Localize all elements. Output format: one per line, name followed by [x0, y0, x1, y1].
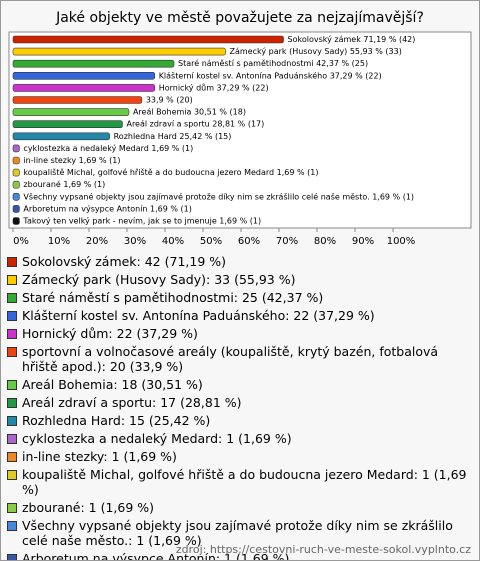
legend-item: Staré náměstí s pamětihodnostmi: 25 (42,…: [7, 290, 469, 305]
bar: [12, 120, 123, 128]
bar: [12, 72, 156, 80]
legend-label: in-line stezky: 1 (1,69 %): [22, 449, 177, 464]
legend-label: Areál zdraví a sportu: 17 (28,81 %): [22, 395, 242, 410]
legend-swatch: [7, 257, 17, 267]
legend-item: Arboretum na výsypce Antonín: 1 (1,69 %): [7, 551, 469, 561]
bar: [12, 156, 20, 165]
legend-swatch: [7, 503, 17, 513]
chart: Jaké objekty ve městě považujete za nejz…: [8, 10, 472, 247]
legend-label: Areál Bohemia: 18 (30,51 %): [22, 377, 203, 392]
bar: [12, 59, 175, 68]
legend-label: Rozhledna Hard: 15 (25,42 %): [22, 413, 211, 428]
value-label: Staré náměstí s pamětihodnostmi 42,37 % …: [178, 58, 368, 68]
legend-item: koupaliště Michal, golfové hřiště a do b…: [7, 467, 469, 497]
bar: [12, 217, 20, 225]
bar: [12, 96, 143, 104]
bar: [12, 144, 20, 153]
x-tick-label: 50%: [200, 236, 222, 247]
legend-swatch: [7, 311, 17, 321]
legend-item: Zámecký park (Husovy Sady): 33 (55,93 %): [7, 272, 469, 287]
x-tick-label: 100%: [387, 236, 416, 247]
bar: [12, 108, 130, 116]
value-label: Hornický dům 37,29 % (22): [159, 82, 269, 92]
value-label: Všechny vypsané objekty jsou zajímavé pr…: [23, 191, 414, 201]
legend-item: Rozhledna Hard: 15 (25,42 %): [7, 413, 469, 428]
x-tick-label: 80%: [314, 236, 336, 247]
legend-label: Zámecký park (Husovy Sady): 33 (55,93 %): [22, 272, 296, 287]
legend-swatch: [7, 380, 17, 390]
legend-swatch: [7, 275, 17, 285]
legend-item: Sokolovský zámek: 42 (71,19 %): [7, 254, 469, 269]
legend-item: in-line stezky: 1 (1,69 %): [7, 449, 469, 464]
bar: [12, 205, 20, 213]
chart-title: Jaké objekty ve městě považujete za nejz…: [55, 10, 424, 26]
value-label: zbourané 1,69 % (1): [23, 179, 105, 189]
legend-swatch: [7, 347, 17, 357]
legend-swatch: [7, 554, 17, 560]
legend-label: Všechny vypsané objekty jsou zajímavé pr…: [22, 518, 453, 548]
legend-swatch: [7, 521, 17, 531]
source: zdroj: https://cestovni-ruch-ve-meste-so…: [175, 543, 471, 556]
value-label: 33,9 % (20): [146, 96, 193, 105]
bar: [12, 47, 226, 56]
legend-label: Sokolovský zámek: 42 (71,19 %): [22, 254, 226, 269]
x-tick-label: 40%: [162, 236, 184, 247]
value-label: Zámecký park (Husovy Sady) 55,93 % (33): [230, 47, 402, 56]
legend-label: Hornický dům: 22 (37,29 %): [22, 326, 198, 341]
bar: [12, 35, 284, 44]
legend-item: Areál Bohemia: 18 (30,51 %): [7, 377, 469, 392]
value-label: Klášterní kostel sv. Antonína Paduánskéh…: [159, 70, 382, 80]
legend-swatch: [7, 470, 17, 480]
bar: [12, 193, 20, 201]
value-label: Sokolovský zámek 71,19 % (42): [288, 35, 416, 44]
legend-label: cyklostezka a nedaleký Medard: 1 (1,69 %…: [22, 431, 292, 446]
bar: [12, 168, 20, 177]
legend-swatch: [7, 434, 17, 444]
x-tick-label: 0%: [13, 236, 29, 247]
legend-item: Všechny vypsané objekty jsou zajímavé pr…: [7, 518, 469, 548]
legend-swatch: [7, 329, 17, 339]
legend-item: sportovní a volnočasové areály (koupališ…: [7, 344, 469, 374]
legend-swatch: [7, 398, 17, 408]
value-label: Rozhledna Hard 25,42 % (15): [114, 132, 232, 141]
value-label: koupaliště Michal, golfové hřiště a do b…: [23, 167, 318, 177]
legend-swatch: [7, 416, 17, 426]
legend-label: sportovní a volnočasové areály (koupališ…: [22, 344, 439, 374]
value-label: Takový ten velký park - nevím, jak se to…: [22, 217, 261, 226]
bar: [12, 84, 156, 92]
legend-label: zbourané: 1 (1,69 %): [22, 500, 155, 515]
bar: [12, 132, 110, 141]
legend-item: Klášterní kostel sv. Antonína Paduánskéh…: [7, 308, 469, 323]
legend-item: Hornický dům: 22 (37,29 %): [7, 326, 469, 341]
value-label: in-line stezky 1,69 % (1): [23, 156, 120, 165]
x-tick-label: 20%: [86, 236, 108, 247]
bar: [12, 180, 20, 189]
value-label: cyklostezka a nedaleký Medard 1,69 % (1): [23, 144, 193, 153]
legend-swatch: [7, 293, 17, 303]
x-tick-label: 10%: [48, 236, 70, 247]
legend-label: Arboretum na výsypce Antonín: 1 (1,69 %): [22, 551, 290, 561]
value-label: Arboretum na výsypce Antonín 1,69 % (1): [23, 204, 191, 213]
legend-label: Staré náměstí s pamětihodnostmi: 25 (42,…: [22, 290, 324, 305]
x-tick-label: 90%: [352, 236, 374, 247]
x-tick-label: 60%: [238, 236, 260, 247]
value-label: Areál zdraví a sportu 28,81 % (17): [126, 120, 264, 129]
legend-label: koupaliště Michal, golfové hřiště a do b…: [22, 467, 467, 497]
x-tick-label: 30%: [124, 236, 146, 247]
legend: Sokolovský zámek: 42 (71,19 %) Zámecký pa…: [7, 254, 469, 561]
legend-item: Areál zdraví a sportu: 17 (28,81 %): [7, 395, 469, 410]
legend-item: cyklostezka a nedaleký Medard: 1 (1,69 %…: [7, 431, 469, 446]
legend-label: Klášterní kostel sv. Antonína Paduánskéh…: [22, 308, 375, 323]
x-tick-label: 70%: [276, 236, 298, 247]
legend-item: zbourané: 1 (1,69 %): [7, 500, 469, 515]
legend-swatch: [7, 452, 17, 462]
value-label: Areál Bohemia 30,51 % (18): [133, 108, 246, 117]
